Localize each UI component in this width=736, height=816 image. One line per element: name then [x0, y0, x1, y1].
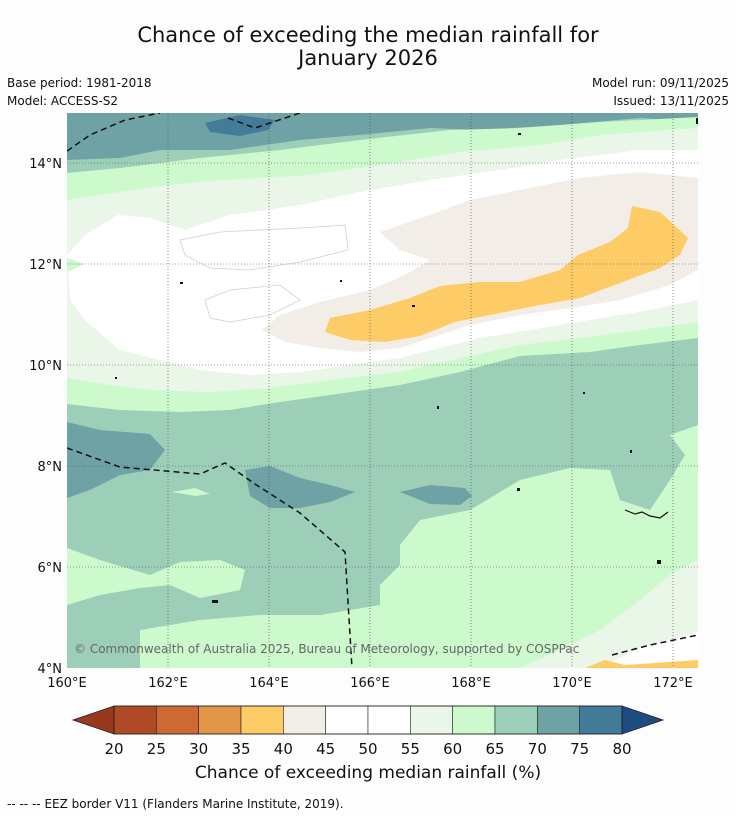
- colorbar-tick-label: 80: [612, 740, 631, 758]
- band-70-75-east: [400, 485, 472, 505]
- band-40-45: [262, 172, 698, 352]
- lat-label: 6°N: [38, 561, 63, 576]
- band-35-40: [325, 206, 688, 342]
- model-run: Model run: 09/11/2025: [591, 76, 729, 90]
- colorbar-low-extension: [71, 705, 115, 735]
- band-70-75-west: [67, 422, 165, 498]
- lon-label: 168°E: [451, 676, 491, 691]
- colorbar-segment: [113, 705, 157, 735]
- chart-title-line-2: January 2026: [298, 46, 438, 70]
- band-45-55-south: [600, 632, 698, 668]
- colorbar-tick-label: 35: [231, 740, 250, 758]
- lon-label: 166°E: [350, 676, 390, 691]
- band-70-75-central: [245, 466, 355, 508]
- issued-date: Issued: 13/11/2025: [613, 94, 729, 108]
- colorbar-tick-label: 30: [189, 740, 208, 758]
- band-60-65-edge: [67, 258, 85, 272]
- band-35-40-south: [585, 660, 698, 668]
- rainfall-map: © Commonwealth of Australia 2025, Bureau…: [29, 113, 698, 691]
- band-60-65-south: [140, 590, 400, 668]
- chart-title-line-1: Chance of exceeding the median rainfall …: [137, 23, 599, 47]
- colorbar-segment: [494, 705, 538, 735]
- colorbar-segment: [410, 705, 453, 735]
- model-name: Model: ACCESS-S2: [7, 94, 119, 108]
- lat-label: 12°N: [29, 258, 62, 273]
- lat-label: 4°N: [38, 662, 63, 677]
- longitude-labels: 160°E 162°E 164°E 166°E 168°E 170°E 172°…: [47, 676, 693, 691]
- eez-legend-text: EEZ border V11 (Flanders Marine Institut…: [44, 797, 344, 811]
- band-60-65-patch: [172, 488, 210, 496]
- colorbar-tick-label: 20: [104, 740, 123, 758]
- band-60-65-southwest: [67, 548, 245, 605]
- probability-contours: [67, 113, 698, 668]
- lon-label: 172°E: [653, 676, 693, 691]
- colorbar-label: Chance of exceeding median rainfall (%): [195, 763, 541, 783]
- colorbar-segment: [367, 705, 411, 735]
- eez-legend: -- -- -- EEZ border V11 (Flanders Marine…: [7, 797, 344, 811]
- band-75-80-north: [205, 115, 275, 136]
- band-55-60-south: [520, 560, 698, 668]
- colorbar-tick-label: 75: [570, 740, 589, 758]
- lon-label: 160°E: [47, 676, 87, 691]
- graticule: [67, 113, 698, 668]
- colorbar-segment: [240, 705, 284, 735]
- band-60-65-southeast: [380, 425, 698, 668]
- colorbar-high-extension: [621, 705, 665, 735]
- colorbar-segment: [325, 705, 369, 735]
- lat-label: 14°N: [29, 157, 62, 172]
- colorbar-tick-label: 40: [274, 740, 293, 758]
- colorbar-segment: [283, 705, 326, 735]
- colorbar-ticks: 20 25 30 35 40 45 50 55 60 65 70 75 80: [104, 740, 631, 758]
- colorbar-tick-label: 50: [358, 740, 377, 758]
- base-period: Base period: 1981-2018: [7, 76, 152, 90]
- colorbar-segment: [537, 705, 580, 735]
- colorbar-tick-label: 25: [147, 740, 166, 758]
- colorbar-tick-label: 45: [316, 740, 335, 758]
- copyright-text: © Commonwealth of Australia 2025, Bureau…: [74, 642, 579, 656]
- contour-line-50: [179, 224, 349, 271]
- colorbar-segment: [452, 705, 496, 735]
- contour-line-50b: [204, 284, 301, 323]
- eez-border: [67, 113, 698, 668]
- lon-label: 170°E: [552, 676, 592, 691]
- colorbar-tick-label: 60: [443, 740, 462, 758]
- lat-label: 10°N: [29, 359, 62, 374]
- colorbar-tick-label: 55: [401, 740, 420, 758]
- colorbar-segment: [579, 705, 623, 735]
- latitude-labels: 14°N 12°N 10°N 8°N 6°N 4°N: [29, 157, 62, 677]
- colorbar-segments: [113, 705, 623, 735]
- colorbar-segment: [156, 705, 199, 735]
- lat-label: 8°N: [38, 460, 63, 475]
- colorbar-segment: [198, 705, 242, 735]
- colorbar: 20 25 30 35 40 45 50 55 60 65 70 75 80 Chance of exc…: [71, 705, 665, 783]
- colorbar-tick-label: 70: [528, 740, 547, 758]
- eez-legend-dash: -- -- --: [7, 797, 41, 811]
- colorbar-tick-label: 65: [485, 740, 504, 758]
- colorbar-frame: [113, 705, 623, 735]
- lon-label: 162°E: [148, 676, 188, 691]
- lon-label: 164°E: [249, 676, 289, 691]
- islands: [115, 118, 698, 603]
